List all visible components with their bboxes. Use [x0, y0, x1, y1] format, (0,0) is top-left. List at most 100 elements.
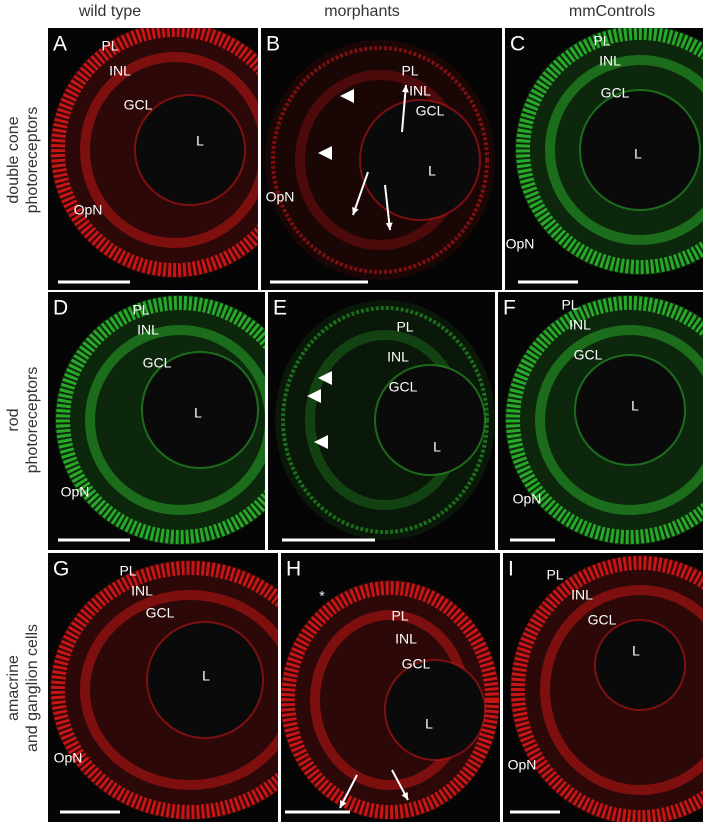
arrowhead-marker	[307, 389, 321, 403]
row-label-line: photoreceptors	[24, 367, 41, 474]
layer-label: GCL	[402, 656, 431, 672]
panel-letter: D	[53, 297, 68, 320]
layer-label: INL	[569, 317, 591, 333]
photoreceptor-layer	[511, 556, 703, 822]
layer-label: GCL	[588, 612, 617, 628]
lens	[579, 89, 701, 211]
panel: E PL INL GCL L	[268, 292, 495, 550]
lens	[374, 364, 486, 476]
micrograph	[505, 295, 703, 545]
layer-label: OpN	[506, 236, 535, 252]
photoreceptor-layer	[506, 296, 703, 544]
layer-label: INL	[409, 83, 431, 99]
photoreceptor-layer	[281, 306, 489, 534]
panel-letter: F	[503, 297, 516, 320]
arrowhead-marker	[314, 435, 328, 449]
panel-letter: G	[53, 558, 69, 581]
photoreceptor-layer	[56, 296, 265, 544]
photoreceptor-layer	[516, 28, 703, 274]
layer-label: OpN	[61, 484, 90, 500]
layer-label: OpN	[74, 202, 103, 218]
arrow	[352, 171, 369, 216]
layer-label: L	[425, 716, 433, 732]
row-label-line: amacrine	[5, 655, 22, 721]
lens	[146, 621, 264, 739]
panel: D PL INL GCL L OpN	[48, 292, 265, 550]
arrow-head	[401, 792, 408, 800]
arrow-head	[401, 85, 409, 93]
panel-letter: I	[508, 558, 514, 581]
micrograph	[265, 40, 495, 280]
layer-label: L	[428, 163, 436, 179]
layer-label: PL	[561, 297, 578, 313]
arrowhead-marker	[318, 146, 332, 160]
column-header: wild type	[78, 3, 141, 20]
arrowhead-marker	[318, 371, 332, 385]
layer-label: PL	[401, 63, 418, 79]
layer-label: L	[202, 668, 210, 684]
layer-label: INL	[599, 53, 621, 69]
layer-label: L	[634, 146, 642, 162]
micrograph	[510, 555, 703, 822]
micrograph	[50, 560, 278, 820]
layer-label: PL	[546, 567, 563, 583]
layer-label: PL	[593, 33, 610, 49]
layer-label: INL	[137, 322, 159, 338]
lens	[384, 659, 486, 761]
panel: I PL INL GCL L OpN	[503, 553, 703, 822]
panel-letter: B	[266, 33, 280, 56]
panel: B PL INL GCL L OpN	[261, 28, 502, 290]
layer-label: OpN	[513, 491, 542, 507]
layer-label: INL	[571, 587, 593, 603]
inner-layer	[535, 325, 703, 515]
panel: G PL INL GCL L OpN	[48, 553, 278, 822]
layer-label: L	[631, 398, 639, 414]
panel-letter: A	[53, 33, 67, 56]
layer-label: PL	[396, 319, 413, 335]
layer-label: PL	[132, 302, 149, 318]
layer-label: GCL	[574, 347, 603, 363]
photoreceptor-layer	[51, 28, 258, 277]
micrograph	[275, 300, 495, 540]
row-label-line: rod	[5, 408, 22, 431]
layer-label: L	[632, 643, 640, 659]
lens	[594, 619, 686, 711]
lens	[134, 94, 246, 206]
row-label: rod photoreceptors	[5, 367, 41, 474]
layer-label: OpN	[266, 189, 295, 205]
micrograph	[281, 580, 500, 820]
lens	[141, 351, 259, 469]
inner-layer	[545, 55, 703, 245]
inner-layer	[85, 325, 265, 515]
layer-label: PL	[119, 563, 136, 579]
layer-label: GCL	[143, 355, 172, 371]
layer-label: GCL	[601, 85, 630, 101]
lens	[359, 99, 481, 221]
row-label-line: photoreceptors	[24, 107, 41, 214]
photoreceptor-layer	[271, 46, 489, 274]
row-label: double cone photoreceptors	[5, 107, 41, 214]
column-header: mmControls	[569, 3, 655, 20]
layer-label: INL	[387, 349, 409, 365]
inner-layer	[80, 52, 258, 248]
panel-letter: C	[510, 33, 525, 56]
panel: C PL INL GCL L OpN	[505, 28, 703, 290]
panel-letter: H	[286, 558, 301, 581]
arrow-head	[385, 222, 393, 230]
layer-label: PL	[391, 608, 408, 624]
layer-label: GCL	[416, 103, 445, 119]
layer-label: GCL	[124, 97, 153, 113]
layer-label: OpN	[508, 757, 537, 773]
layer-label: *	[319, 588, 325, 604]
micrograph	[515, 28, 703, 275]
photoreceptor-layer	[281, 581, 499, 819]
micrograph	[50, 28, 258, 278]
panel: H * PL INL GCL L	[281, 553, 500, 822]
layer-label: PL	[101, 38, 118, 54]
layer-label: GCL	[389, 379, 418, 395]
arrow-head	[352, 207, 359, 215]
layer-label: L	[194, 405, 202, 421]
arrowhead-marker	[340, 89, 354, 103]
arrow	[384, 184, 391, 231]
